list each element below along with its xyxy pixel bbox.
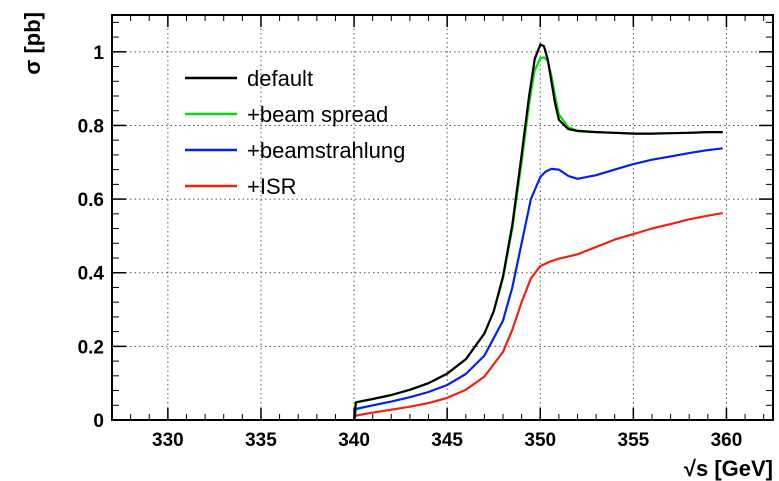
plot-frame [111,14,774,421]
x-tick-label: 350 [524,430,556,451]
grid-lines [112,15,773,420]
series-line-beamspread [353,56,723,421]
x-tick-label: 330 [152,430,184,451]
series-line-isr [353,212,723,421]
x-tick-label: 335 [245,430,277,451]
series-lines [353,43,723,421]
y-tick-label: 0.6 [78,190,104,211]
y-tick-label: 0 [93,411,104,432]
tick-labels: 330 335 340 345 350 355 360 0 0.2 0.4 0.6 0.8 1 [78,43,743,451]
legend-entry-label: default [247,66,313,91]
x-tick-label: 360 [711,430,743,451]
legend-entry-label: +ISR [247,174,297,199]
y-tick-label: 0.2 [78,337,104,358]
y-tick-label: 1 [93,43,104,64]
legend-entry-label: +beam spread [247,102,388,127]
series-line-beamstrahlung [353,147,723,421]
x-axis-title: √s [GeV] [684,456,773,481]
axis-ticks [111,15,773,421]
x-tick-label: 340 [338,430,370,451]
y-tick-label: 0.4 [78,264,105,285]
x-tick-label: 345 [431,430,463,451]
x-tick-label: 355 [618,430,650,451]
y-axis-title: σ [pb] [20,12,45,75]
y-tick-label: 0.8 [78,116,104,137]
series-line-default [353,43,723,421]
legend-entry-label: +beamstrahlung [247,138,405,163]
legend: default +beam spread +beamstrahlung +ISR [185,66,405,199]
